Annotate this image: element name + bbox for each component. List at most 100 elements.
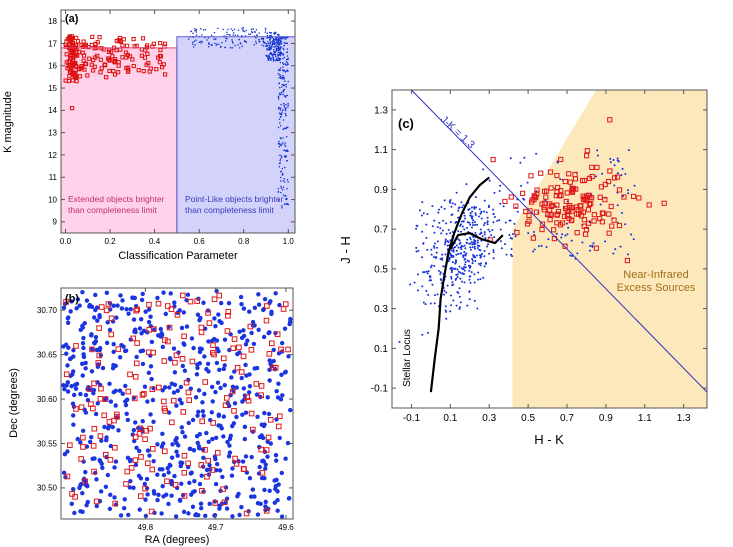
panel-b-point-pointlike xyxy=(221,366,226,372)
panel-a-point-pointlike xyxy=(269,39,271,41)
panel-b-point-pointlike xyxy=(80,323,85,329)
panel-b-point-pointlike xyxy=(271,347,276,353)
panel-c-point-extended xyxy=(555,208,562,215)
panel-b-point-pointlike xyxy=(217,318,222,324)
panel-c-point-extended xyxy=(548,185,554,191)
panel-a-point-pointlike xyxy=(287,63,289,65)
panel-c-point-pointlike xyxy=(466,238,469,241)
panel-c-point-pointlike xyxy=(464,247,467,250)
panel-a-point-pointlike xyxy=(283,88,286,91)
panel-b-point-pointlike xyxy=(196,409,201,415)
panel-a-point-pointlike xyxy=(207,45,210,48)
panel-c-point-extended xyxy=(562,243,568,249)
panel-a-point-pointlike xyxy=(276,33,279,36)
panel-c-point-pointlike xyxy=(566,233,569,236)
panel-c-point-pointlike xyxy=(482,224,485,227)
panel-a-point-pointlike xyxy=(284,150,287,152)
panel-b-point-pointlike xyxy=(213,481,219,487)
panel-c-point-pointlike xyxy=(589,249,592,252)
panel-b-point-pointlike xyxy=(149,339,155,345)
panel-b-point-pointlike xyxy=(174,485,180,491)
panel-c-point-pointlike xyxy=(421,201,424,204)
panel-b-point-pointlike xyxy=(217,468,223,473)
panel-a-point-pointlike xyxy=(279,61,282,64)
panel-c-point-pointlike xyxy=(500,247,503,250)
panel-c-point-pointlike xyxy=(472,254,475,257)
panel-a-point-pointlike xyxy=(278,82,280,84)
panel-b-point-pointlike xyxy=(279,372,284,378)
panel-a-point-extended xyxy=(64,52,69,57)
panel-b-point-pointlike xyxy=(224,506,230,511)
panel-c-point-pointlike xyxy=(455,277,458,280)
panel-b-point-pointlike xyxy=(204,430,209,436)
panel-c-point-pointlike xyxy=(413,281,416,284)
panel-c-point-pointlike xyxy=(633,184,636,187)
panel-c-point-extended xyxy=(555,184,561,191)
panel-c-point-extended xyxy=(538,170,544,176)
panel-a-point-pointlike xyxy=(248,33,250,35)
panel-a-point-pointlike xyxy=(255,34,258,36)
panel-b-point-pointlike xyxy=(268,299,273,304)
panel-b-point-pointlike xyxy=(165,465,170,471)
panel-a-point-pointlike xyxy=(280,191,282,194)
panel-b-point-pointlike xyxy=(262,410,267,416)
panel-b-point-extended xyxy=(97,433,104,439)
panel-a-point-pointlike xyxy=(277,45,279,47)
panel-c-point-extended xyxy=(513,203,519,209)
panel-c-point-pointlike xyxy=(442,293,445,296)
panel-b-point-pointlike xyxy=(249,454,254,460)
panel-b-point-pointlike xyxy=(263,504,268,509)
panel-a-point-pointlike xyxy=(265,42,267,45)
panel-c-point-pointlike xyxy=(535,152,538,155)
panel-a-point-pointlike xyxy=(277,126,280,129)
panel-b-point-pointlike xyxy=(193,395,199,400)
panel-c-point-pointlike xyxy=(616,204,619,207)
panel-a-point-pointlike xyxy=(271,41,274,44)
panel-a-point-pointlike xyxy=(232,42,234,44)
panel-c-point-pointlike xyxy=(545,246,548,249)
panel-b-point-pointlike xyxy=(93,292,98,298)
panel-c-point-pointlike xyxy=(483,199,486,202)
panel-c-point-extended xyxy=(547,169,554,175)
panel-b-point-pointlike xyxy=(252,366,257,371)
panel-b-point-extended xyxy=(243,510,250,517)
panel-b-point-extended xyxy=(95,360,102,366)
panel-b-point-pointlike xyxy=(123,402,129,408)
panel-b-point-pointlike xyxy=(145,448,151,453)
panel-a-point-extended xyxy=(140,36,146,41)
panel-c-point-pointlike xyxy=(449,252,452,255)
panel-c-point-extended xyxy=(581,195,588,201)
panel-a-point-extended xyxy=(85,73,90,78)
panel-c-point-pointlike xyxy=(459,230,462,233)
panel-c-excess-region xyxy=(512,90,707,408)
panel-a-point-pointlike xyxy=(215,38,217,40)
panel-b-point-pointlike xyxy=(271,358,276,364)
panel-b-point-extended xyxy=(142,485,148,492)
panel-b-point-pointlike xyxy=(78,509,83,514)
panel-b-point-pointlike xyxy=(189,470,194,475)
panel-a-point-pointlike xyxy=(286,197,288,199)
panel-c-point-pointlike xyxy=(469,248,472,251)
panel-b-point-pointlike xyxy=(213,324,218,329)
panel-c-point-pointlike xyxy=(422,271,425,274)
panel-a-y-tick-label: 17 xyxy=(48,39,57,48)
panel-a-point-pointlike xyxy=(283,104,285,107)
panel-b-point-pointlike xyxy=(182,368,188,373)
panel-a-point-pointlike xyxy=(285,126,288,129)
panel-a-point-pointlike xyxy=(271,43,274,45)
panel-a-point-pointlike xyxy=(280,187,283,189)
panel-c-point-pointlike xyxy=(532,230,535,233)
panel-b-point-pointlike xyxy=(235,351,240,357)
panel-b-point-extended xyxy=(181,469,188,476)
panel-c-point-pointlike xyxy=(478,248,481,251)
panel-c-point-pointlike xyxy=(474,213,477,216)
panel-b-point-pointlike xyxy=(197,446,202,451)
panel-c-point-extended xyxy=(556,193,563,199)
panel-b-point-extended xyxy=(199,487,205,494)
panel-c-point-pointlike xyxy=(451,281,454,284)
panel-b-point-pointlike xyxy=(102,424,107,430)
panel-c-point-pointlike xyxy=(627,192,630,195)
panel-c-point-pointlike xyxy=(620,174,623,177)
panel-b-point-extended xyxy=(244,394,250,401)
panel-b-point-pointlike xyxy=(80,361,85,367)
